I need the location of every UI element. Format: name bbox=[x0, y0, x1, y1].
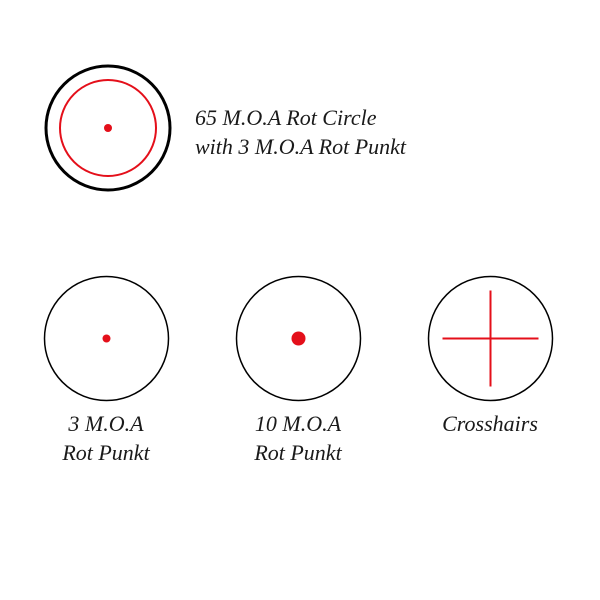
diagram-canvas: 65 M.O.A Rot Circle with 3 M.O.A Rot Pun… bbox=[0, 0, 600, 600]
reticle-10moa-dot bbox=[233, 273, 364, 404]
label-10moa-dot: 10 M.O.A Rot Punkt bbox=[208, 410, 388, 467]
reticle-3moa-dot bbox=[41, 273, 172, 404]
reticle-65moa-circle bbox=[41, 61, 175, 195]
label-crosshairs-line1: Crosshairs bbox=[442, 411, 538, 436]
label-65moa-line2: with 3 M.O.A Rot Punkt bbox=[195, 134, 406, 159]
label-65moa-circle: 65 M.O.A Rot Circle with 3 M.O.A Rot Pun… bbox=[195, 104, 406, 161]
label-3moa-dot: 3 M.O.A Rot Punkt bbox=[16, 410, 196, 467]
label-10moa-line2: Rot Punkt bbox=[254, 440, 341, 465]
reticle-crosshairs bbox=[425, 273, 556, 404]
label-crosshairs: Crosshairs bbox=[400, 410, 580, 439]
label-3moa-line1: 3 M.O.A bbox=[68, 411, 143, 436]
label-10moa-line1: 10 M.O.A bbox=[255, 411, 341, 436]
label-3moa-line2: Rot Punkt bbox=[62, 440, 149, 465]
label-65moa-line1: 65 M.O.A Rot Circle bbox=[195, 105, 376, 130]
